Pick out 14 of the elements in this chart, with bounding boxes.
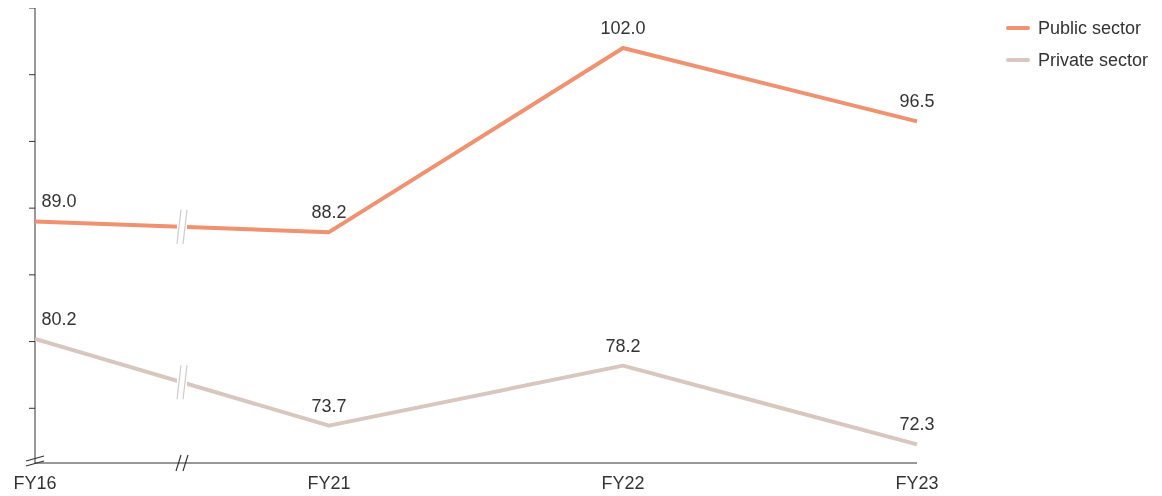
data-label: 78.2 bbox=[605, 335, 641, 356]
x-tick-label: FY23 bbox=[895, 473, 939, 493]
data-label: 73.7 bbox=[311, 395, 347, 416]
data-label: 102.0 bbox=[600, 18, 646, 39]
data-label: 72.3 bbox=[899, 414, 935, 435]
data-label: 88.2 bbox=[311, 202, 347, 223]
data-label: 96.5 bbox=[899, 91, 935, 112]
x-tick-label: FY16 bbox=[13, 473, 57, 493]
legend-label: Private sector bbox=[1038, 50, 1149, 71]
legend-label: Public sector bbox=[1038, 18, 1142, 39]
data-label: 89.0 bbox=[41, 191, 77, 212]
x-tick-label: FY22 bbox=[601, 473, 645, 493]
data-label: 80.2 bbox=[41, 308, 77, 329]
x-tick-label: FY21 bbox=[307, 473, 351, 493]
